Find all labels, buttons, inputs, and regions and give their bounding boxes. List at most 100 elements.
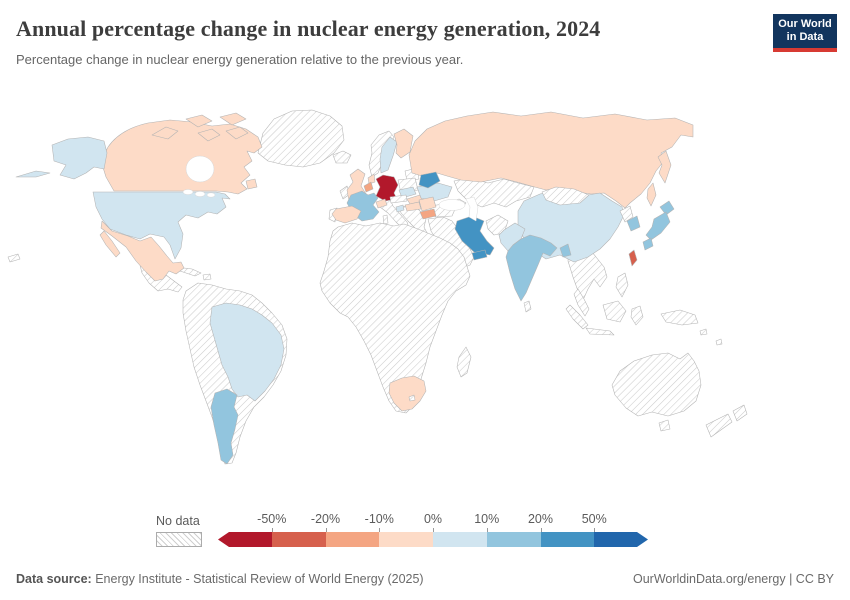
country-africa-other[interactable] bbox=[319, 222, 471, 414]
country-belarus[interactable] bbox=[418, 171, 441, 189]
country-bulgaria[interactable] bbox=[419, 208, 437, 220]
country-sakhalin[interactable] bbox=[646, 182, 657, 207]
country-japan-kyushu[interactable] bbox=[642, 237, 654, 251]
page-title: Annual percentage change in nuclear ener… bbox=[16, 16, 601, 41]
country-argentina[interactable] bbox=[210, 388, 239, 465]
legend-tick-mark bbox=[540, 528, 542, 532]
country-aleutians[interactable] bbox=[15, 170, 51, 178]
legend-tick-labels: -50% -20% -10% 0% 10% 20% 50% bbox=[218, 512, 648, 532]
data-source-value: Energy Institute - Statistical Review of… bbox=[91, 572, 424, 586]
country-iran[interactable] bbox=[454, 215, 495, 256]
legend-bin[interactable] bbox=[594, 532, 648, 547]
owid-logo-line1: Our World bbox=[778, 18, 832, 31]
country-nz-south[interactable] bbox=[705, 413, 733, 438]
country-borneo[interactable] bbox=[602, 300, 627, 323]
country-hungary[interactable] bbox=[404, 201, 422, 212]
pacific-island-1[interactable] bbox=[699, 328, 708, 336]
data-source-text: Data source: Energy Institute - Statisti… bbox=[16, 572, 424, 586]
legend-tick-mark bbox=[271, 528, 273, 532]
country-sardinia[interactable] bbox=[382, 214, 389, 225]
legend-tick-label: 0% bbox=[423, 512, 443, 526]
legend-tick-mark bbox=[433, 528, 434, 532]
legend-bin[interactable] bbox=[272, 532, 326, 547]
footer: Data source: Energy Institute - Statisti… bbox=[0, 572, 850, 586]
black-sea bbox=[438, 199, 466, 211]
country-philippines[interactable] bbox=[615, 272, 629, 298]
country-new-guinea[interactable] bbox=[660, 309, 699, 326]
legend-bin[interactable] bbox=[487, 532, 541, 547]
no-data-swatch[interactable] bbox=[156, 532, 202, 547]
country-newfoundland[interactable] bbox=[245, 178, 258, 190]
country-finland[interactable] bbox=[393, 128, 414, 159]
country-nz-north[interactable] bbox=[732, 404, 748, 422]
country-brazil[interactable] bbox=[209, 302, 285, 402]
legend-tick-label: -50% bbox=[257, 512, 287, 526]
owid-logo[interactable]: Our World in Data bbox=[773, 14, 837, 52]
legend-tick-mark bbox=[379, 528, 381, 532]
canada-arctic-island-2[interactable] bbox=[185, 114, 213, 128]
country-canada[interactable] bbox=[100, 119, 263, 195]
canada-arctic-island-3[interactable] bbox=[219, 112, 247, 126]
country-netherlands[interactable] bbox=[367, 173, 376, 185]
country-russia[interactable] bbox=[408, 111, 694, 209]
country-japan-honshu[interactable] bbox=[645, 211, 671, 241]
footer-link[interactable]: OurWorldinData.org/energy | CC BY bbox=[632, 572, 834, 586]
country-malay-peninsula[interactable] bbox=[573, 288, 590, 317]
legend-bin[interactable] bbox=[433, 532, 487, 547]
country-romania[interactable] bbox=[418, 196, 437, 212]
country-germany[interactable] bbox=[375, 174, 399, 202]
country-bangladesh[interactable] bbox=[559, 243, 572, 258]
country-sri-lanka[interactable] bbox=[523, 300, 532, 313]
pacific-island-2[interactable] bbox=[715, 338, 723, 346]
legend-color-bar[interactable] bbox=[218, 532, 648, 547]
legend-tick-mark bbox=[486, 528, 488, 532]
legend-bin[interactable] bbox=[379, 532, 433, 547]
country-sumatra[interactable] bbox=[565, 304, 589, 330]
country-taiwan[interactable] bbox=[628, 249, 638, 267]
great-lake-1 bbox=[182, 189, 194, 195]
country-slovenia[interactable] bbox=[395, 204, 405, 213]
country-tasmania[interactable] bbox=[658, 419, 671, 432]
legend-tick-label: -10% bbox=[364, 512, 394, 526]
legend-tick-mark bbox=[325, 528, 327, 532]
country-australia[interactable] bbox=[611, 352, 702, 417]
country-usa[interactable] bbox=[92, 191, 231, 260]
country-japan-hokkaido[interactable] bbox=[659, 200, 675, 216]
country-alaska[interactable] bbox=[51, 136, 108, 180]
canada-arctic-island-5[interactable] bbox=[197, 128, 221, 142]
country-baja[interactable] bbox=[99, 230, 121, 258]
country-hawaii[interactable] bbox=[7, 253, 21, 263]
country-mongolia[interactable] bbox=[541, 186, 590, 206]
country-switzerland[interactable] bbox=[375, 198, 388, 209]
water-layer bbox=[182, 155, 479, 222]
country-sweden[interactable] bbox=[379, 136, 398, 174]
legend-bin[interactable] bbox=[541, 532, 595, 547]
country-hispaniola[interactable] bbox=[202, 273, 212, 281]
country-austria[interactable] bbox=[389, 194, 408, 204]
data-source-label: Data source: bbox=[16, 572, 92, 586]
country-south-africa[interactable] bbox=[388, 375, 427, 412]
canada-arctic-island-4[interactable] bbox=[225, 126, 249, 140]
legend-bin[interactable] bbox=[218, 532, 272, 547]
owid-logo-line2: in Data bbox=[786, 31, 824, 43]
country-java[interactable] bbox=[585, 327, 615, 336]
world-choropleth-map bbox=[0, 95, 850, 515]
country-sulawesi[interactable] bbox=[630, 305, 644, 326]
country-mexico[interactable] bbox=[100, 220, 185, 282]
country-south-korea[interactable] bbox=[626, 215, 641, 232]
country-madagascar[interactable] bbox=[456, 346, 472, 378]
country-lesotho[interactable] bbox=[408, 394, 416, 402]
country-greenland[interactable] bbox=[257, 109, 345, 168]
legend-tick-label: -20% bbox=[310, 512, 341, 526]
country-india[interactable] bbox=[505, 234, 558, 302]
country-north-korea[interactable] bbox=[619, 205, 634, 223]
country-iceland[interactable] bbox=[332, 150, 352, 164]
no-data-label: No data bbox=[156, 514, 200, 528]
canada-arctic-island-1[interactable] bbox=[151, 126, 179, 140]
great-lake-3 bbox=[206, 192, 216, 198]
country-kamchatka[interactable] bbox=[657, 150, 672, 184]
country-belgium[interactable] bbox=[363, 181, 374, 193]
legend-bin[interactable] bbox=[326, 532, 380, 547]
country-spain[interactable] bbox=[331, 205, 362, 224]
country-uae[interactable] bbox=[471, 249, 488, 261]
